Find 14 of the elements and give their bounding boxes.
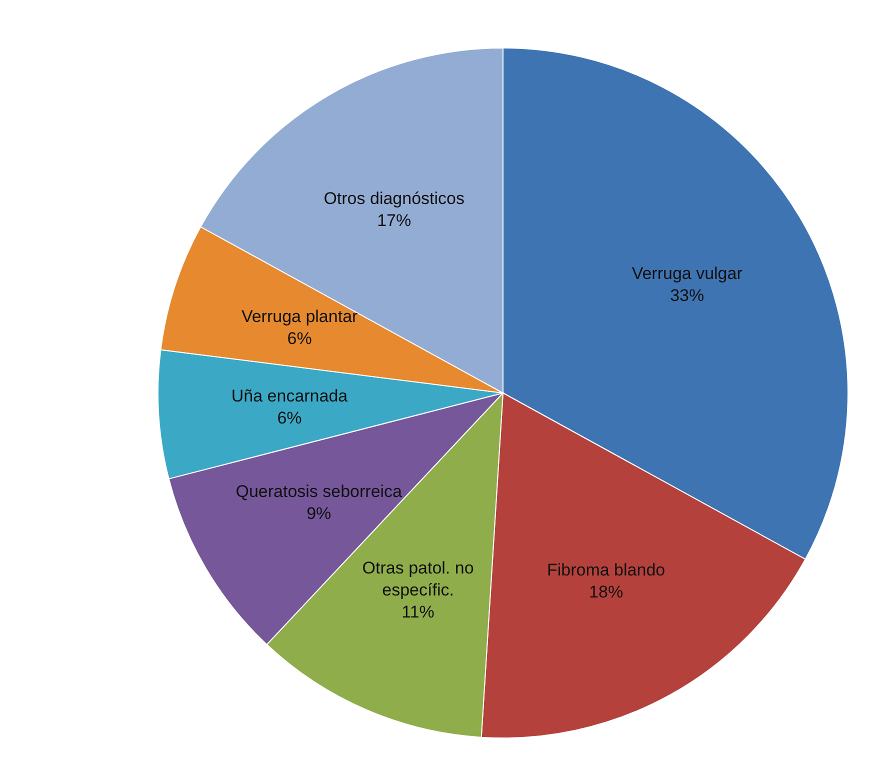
slice-label: Queratosis seborreica: [236, 481, 403, 500]
data-label: 18%: [589, 582, 624, 601]
data-label: 17%: [377, 210, 412, 230]
data-label: 9%: [306, 503, 332, 522]
slice-label: Otras patol. no específic.: [362, 558, 474, 599]
data-label: 6%: [277, 408, 302, 427]
slice-label: Verruga plantar: [241, 306, 358, 326]
slice-label: Verruga vulgar: [632, 264, 743, 283]
data-label: 11%: [402, 602, 434, 621]
slice-label: Fibroma blando: [546, 560, 666, 579]
slice-label: Uña encarnada: [231, 386, 348, 405]
data-label: 33%: [670, 286, 704, 305]
data-label: 6%: [287, 328, 312, 348]
slice-label: Otros diagnósticos: [324, 188, 465, 208]
